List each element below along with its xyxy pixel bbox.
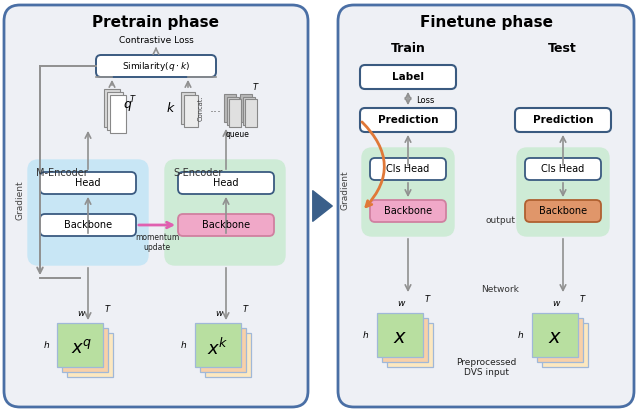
Bar <box>224 94 236 122</box>
Text: $h$: $h$ <box>517 330 524 340</box>
Text: $q$: $q$ <box>123 99 132 113</box>
Bar <box>537 318 583 362</box>
Text: Pretrain phase: Pretrain phase <box>93 14 220 30</box>
Text: $w$: $w$ <box>77 309 86 318</box>
FancyBboxPatch shape <box>40 214 136 236</box>
Text: $T$: $T$ <box>104 303 111 314</box>
Text: S-Encoder: S-Encoder <box>173 168 222 178</box>
Text: $w$: $w$ <box>215 309 225 318</box>
FancyBboxPatch shape <box>515 108 611 132</box>
FancyBboxPatch shape <box>517 148 609 236</box>
Bar <box>104 89 120 127</box>
FancyBboxPatch shape <box>178 214 274 236</box>
Text: $h$: $h$ <box>43 339 50 351</box>
Text: $T$: $T$ <box>579 293 587 304</box>
Text: queue: queue <box>226 130 250 139</box>
FancyBboxPatch shape <box>338 5 634 407</box>
FancyBboxPatch shape <box>165 160 285 265</box>
Text: Backbone: Backbone <box>202 220 250 230</box>
Text: Backbone: Backbone <box>539 206 587 216</box>
FancyBboxPatch shape <box>96 55 216 77</box>
Text: Backbone: Backbone <box>384 206 432 216</box>
Bar <box>62 328 108 372</box>
Bar <box>387 323 433 367</box>
Text: Backbone: Backbone <box>64 220 112 230</box>
FancyBboxPatch shape <box>525 200 601 222</box>
Bar <box>200 328 246 372</box>
Text: $T$: $T$ <box>242 303 250 314</box>
Bar <box>243 96 255 124</box>
Text: $w$: $w$ <box>552 299 562 308</box>
Bar <box>110 95 126 133</box>
Text: $h$: $h$ <box>362 330 369 340</box>
Bar <box>227 96 239 124</box>
Text: $\mathit{x}$: $\mathit{x}$ <box>393 329 407 347</box>
Text: Test: Test <box>548 42 577 54</box>
FancyBboxPatch shape <box>362 148 454 236</box>
Text: Prediction: Prediction <box>378 115 438 125</box>
Text: Gradient: Gradient <box>15 180 24 220</box>
FancyBboxPatch shape <box>178 172 274 194</box>
Text: Head: Head <box>76 178 100 188</box>
Bar <box>532 313 578 357</box>
Text: Gradient: Gradient <box>340 170 349 210</box>
Text: $\mathit{x}$: $\mathit{x}$ <box>548 329 562 347</box>
Text: $T$: $T$ <box>129 93 137 103</box>
Bar <box>181 92 195 124</box>
Bar <box>377 313 423 357</box>
FancyBboxPatch shape <box>360 108 456 132</box>
Text: Loss: Loss <box>416 96 435 105</box>
Text: Train: Train <box>390 42 426 54</box>
FancyBboxPatch shape <box>28 160 148 265</box>
Bar <box>67 333 113 377</box>
Bar <box>107 92 123 130</box>
Text: $k$: $k$ <box>166 101 176 115</box>
FancyBboxPatch shape <box>4 5 308 407</box>
Text: $w$: $w$ <box>397 299 406 308</box>
Text: Finetune phase: Finetune phase <box>419 14 552 30</box>
Text: M-Encoder: M-Encoder <box>36 168 88 178</box>
Bar <box>382 318 428 362</box>
Bar <box>240 94 252 122</box>
Text: Label: Label <box>392 72 424 82</box>
Text: Similarity$(q \cdot k)$: Similarity$(q \cdot k)$ <box>122 59 190 73</box>
Bar <box>205 333 251 377</box>
Text: $h$: $h$ <box>180 339 187 351</box>
Text: Cls Head: Cls Head <box>541 164 584 174</box>
Text: Contrastive Loss: Contrastive Loss <box>118 35 193 44</box>
FancyBboxPatch shape <box>370 200 446 222</box>
Text: Head: Head <box>213 178 239 188</box>
Text: $T$: $T$ <box>252 80 260 91</box>
Bar <box>542 323 588 367</box>
FancyArrowPatch shape <box>313 191 332 221</box>
Bar <box>195 323 241 367</box>
Bar <box>229 99 241 127</box>
Text: Preprocessed
DVS input: Preprocessed DVS input <box>456 358 516 377</box>
Text: $T$: $T$ <box>424 293 431 304</box>
Text: output: output <box>485 215 515 225</box>
Text: Prediction: Prediction <box>532 115 593 125</box>
FancyBboxPatch shape <box>525 158 601 180</box>
Text: $\mathit{x}^q$: $\mathit{x}^q$ <box>71 339 93 357</box>
Text: Network: Network <box>481 286 519 295</box>
Bar <box>184 95 198 127</box>
Text: momentum
update: momentum update <box>135 233 179 253</box>
Text: Concat.: Concat. <box>198 95 204 121</box>
Bar <box>57 323 103 367</box>
Text: ...: ... <box>210 101 222 115</box>
FancyBboxPatch shape <box>360 65 456 89</box>
FancyBboxPatch shape <box>40 172 136 194</box>
Bar <box>245 99 257 127</box>
FancyBboxPatch shape <box>370 158 446 180</box>
Text: $\mathit{x}^k$: $\mathit{x}^k$ <box>207 337 229 358</box>
Text: Cls Head: Cls Head <box>387 164 429 174</box>
